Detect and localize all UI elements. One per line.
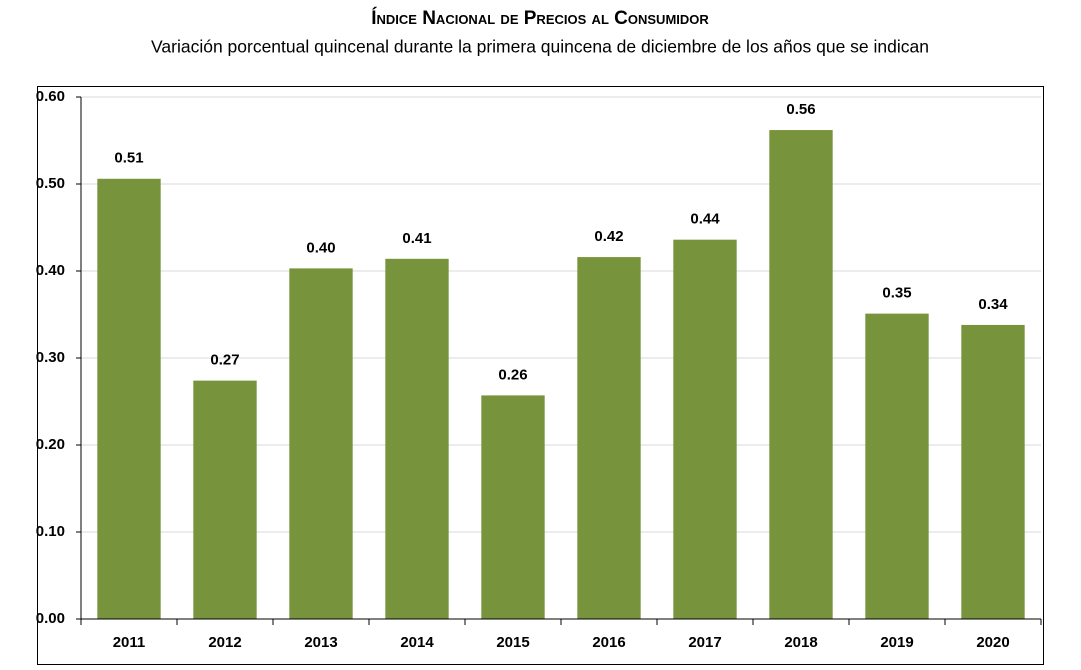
y-tick-label: 0.10 bbox=[36, 523, 65, 540]
y-tick-label: 0.30 bbox=[36, 349, 65, 366]
x-tick-label: 2012 bbox=[208, 634, 241, 651]
bar bbox=[385, 258, 449, 619]
bar bbox=[673, 239, 737, 619]
data-label: 0.27 bbox=[210, 352, 239, 369]
data-label: 0.40 bbox=[306, 239, 335, 256]
y-tick-label: 0.50 bbox=[36, 175, 65, 192]
bar bbox=[193, 380, 257, 619]
x-tick-label: 2018 bbox=[784, 634, 817, 651]
data-label: 0.35 bbox=[882, 285, 911, 302]
x-tick-label: 2014 bbox=[400, 634, 434, 651]
x-tick-label: 2016 bbox=[592, 634, 625, 651]
bar bbox=[769, 130, 833, 619]
y-tick-label: 0.40 bbox=[36, 262, 65, 279]
x-tick-label: 2020 bbox=[976, 634, 1009, 651]
y-tick-label: 0.60 bbox=[36, 88, 65, 105]
data-label: 0.56 bbox=[786, 101, 815, 118]
bar bbox=[97, 178, 161, 619]
bar bbox=[289, 268, 353, 619]
y-tick-label: 0.20 bbox=[36, 436, 65, 453]
bar bbox=[481, 395, 545, 619]
data-label: 0.26 bbox=[498, 366, 527, 383]
data-label: 0.34 bbox=[978, 296, 1008, 313]
bar bbox=[865, 313, 929, 619]
data-label: 0.51 bbox=[114, 150, 143, 167]
y-tick-label: 0.00 bbox=[36, 610, 65, 627]
x-tick-label: 2011 bbox=[113, 634, 146, 651]
chart-subtitle: Variación porcentual quincenal durante l… bbox=[151, 37, 929, 57]
data-label: 0.42 bbox=[594, 228, 623, 245]
chart-title: Índice Nacional de Precios al Consumidor bbox=[371, 7, 709, 29]
x-tick-label: 2017 bbox=[688, 634, 721, 651]
data-label: 0.41 bbox=[402, 230, 431, 247]
bar bbox=[577, 257, 641, 619]
x-tick-label: 2013 bbox=[304, 634, 337, 651]
chart-frame bbox=[37, 86, 1044, 665]
bar bbox=[961, 324, 1025, 619]
data-label: 0.44 bbox=[690, 211, 720, 228]
x-tick-label: 2019 bbox=[880, 634, 913, 651]
x-tick-label: 2015 bbox=[496, 634, 529, 651]
